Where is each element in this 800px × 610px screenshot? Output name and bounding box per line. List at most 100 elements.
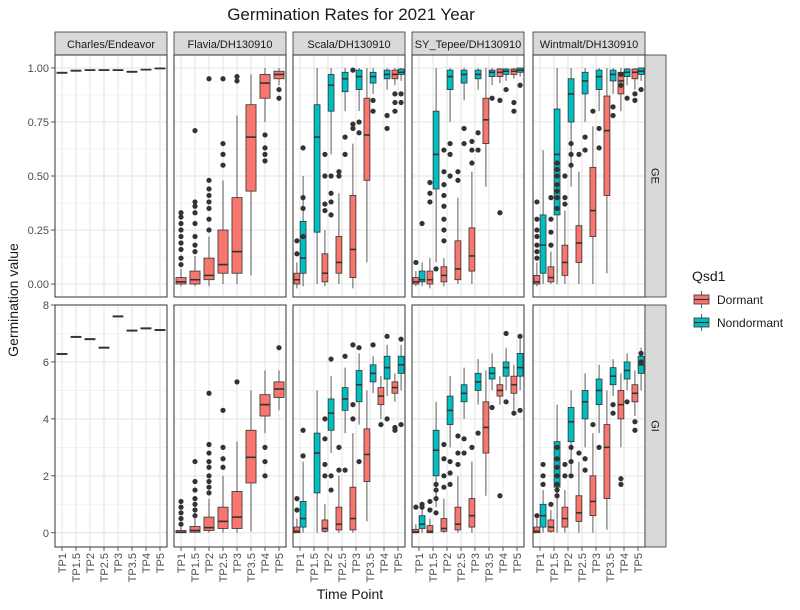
outlier-point <box>262 473 267 478</box>
outlier-point <box>548 195 553 200</box>
outlier-point <box>300 145 305 150</box>
legend: Qsd1 DormantNondormant <box>692 268 784 332</box>
box-body <box>604 425 610 499</box>
outlier-point <box>276 87 281 92</box>
outlier-point <box>632 419 637 424</box>
outlier-point <box>419 221 424 226</box>
outlier-point <box>447 470 452 475</box>
outlier-point <box>294 496 299 501</box>
outlier-point <box>554 482 559 487</box>
outlier-point <box>441 473 446 478</box>
y-tick-label: 0.50 <box>28 171 49 183</box>
outlier-point <box>511 100 516 105</box>
box-dormant-tp2 <box>85 339 95 340</box>
box-body <box>322 254 328 282</box>
outlier-point <box>342 135 347 140</box>
outlier-point <box>192 496 197 501</box>
outlier-point <box>596 126 601 131</box>
outlier-point <box>370 109 375 114</box>
outlier-point <box>441 193 446 198</box>
x-tick-label: TP3.5 <box>484 553 496 582</box>
outlier-point <box>568 152 573 157</box>
outlier-point <box>469 160 474 165</box>
outlier-point <box>554 493 559 498</box>
outlier-point <box>178 240 183 245</box>
outlier-point <box>328 473 333 478</box>
outlier-point <box>517 408 522 413</box>
outlier-point <box>540 473 545 478</box>
outlier-point <box>441 147 446 152</box>
box-dormant-tp1 <box>57 72 67 73</box>
facet-strip-label: Wintmalt/DH130910 <box>540 39 638 51</box>
outlier-point <box>576 450 581 455</box>
outlier-point <box>534 234 539 239</box>
outlier-point <box>433 487 438 492</box>
outlier-point <box>322 436 327 441</box>
outlier-point <box>322 208 327 213</box>
outlier-point <box>206 206 211 211</box>
x-tick-label: TP3.5 <box>605 553 617 582</box>
outlier-point <box>220 445 225 450</box>
outlier-point <box>427 191 432 196</box>
outlier-point <box>392 109 397 114</box>
box-body <box>548 520 554 531</box>
x-tick-label: TP2 <box>204 553 216 573</box>
outlier-point <box>548 230 553 235</box>
outlier-point <box>517 334 522 339</box>
box-dormant-tp5 <box>155 68 165 69</box>
box-body <box>190 271 200 284</box>
outlier-point <box>336 468 341 473</box>
outlier-point <box>534 513 539 518</box>
outlier-point <box>590 109 595 114</box>
outlier-point <box>511 109 516 114</box>
box-body <box>441 267 447 282</box>
box-body <box>568 79 574 122</box>
outlier-point <box>206 473 211 478</box>
y-tick-label: 1.00 <box>28 63 49 75</box>
x-tick-label: TP3.5 <box>365 553 377 582</box>
outlier-point <box>370 98 375 103</box>
outlier-point <box>475 130 480 135</box>
x-tick-label: TP1 <box>57 553 69 573</box>
outlier-point <box>469 445 474 450</box>
box-body <box>441 519 447 532</box>
box-body <box>246 105 256 191</box>
x-tick-label: TP2 <box>563 553 575 573</box>
box-dormant-tp5 <box>155 329 165 330</box>
outlier-point <box>433 266 438 271</box>
outlier-point <box>356 119 361 124</box>
box-body <box>314 433 320 493</box>
outlier-point <box>220 465 225 470</box>
outlier-point <box>294 238 299 243</box>
outlier-point <box>384 126 389 131</box>
box-body <box>300 221 306 273</box>
outlier-point <box>322 462 327 467</box>
outlier-point <box>562 473 567 478</box>
panel-wintmalt-dh130910-gi <box>533 305 645 547</box>
outlier-point <box>206 465 211 470</box>
box-body <box>576 226 582 263</box>
outlier-point <box>392 91 397 96</box>
outlier-point <box>206 217 211 222</box>
panel-flavia-dh130910-gi <box>174 305 286 547</box>
outlier-point <box>489 96 494 101</box>
outlier-point <box>322 473 327 478</box>
box-body <box>489 70 495 76</box>
outlier-point <box>427 180 432 185</box>
outlier-point <box>206 485 211 490</box>
outlier-point <box>356 130 361 135</box>
outlier-point <box>632 428 637 433</box>
box-body <box>590 167 596 236</box>
outlier-point <box>262 445 267 450</box>
box-body <box>350 195 356 277</box>
box-nondormant-tp1 <box>419 501 425 532</box>
box-dormant-tp3-5 <box>127 71 137 72</box>
outlier-point <box>350 402 355 407</box>
x-tick-label: TP2 <box>323 553 335 573</box>
y-tick-label: 8 <box>43 300 49 312</box>
outlier-point <box>455 178 460 183</box>
box-body <box>632 69 638 79</box>
facet-strip-label: Flavia/DH130910 <box>188 39 273 51</box>
outlier-point <box>461 141 466 146</box>
box-body <box>582 390 588 418</box>
